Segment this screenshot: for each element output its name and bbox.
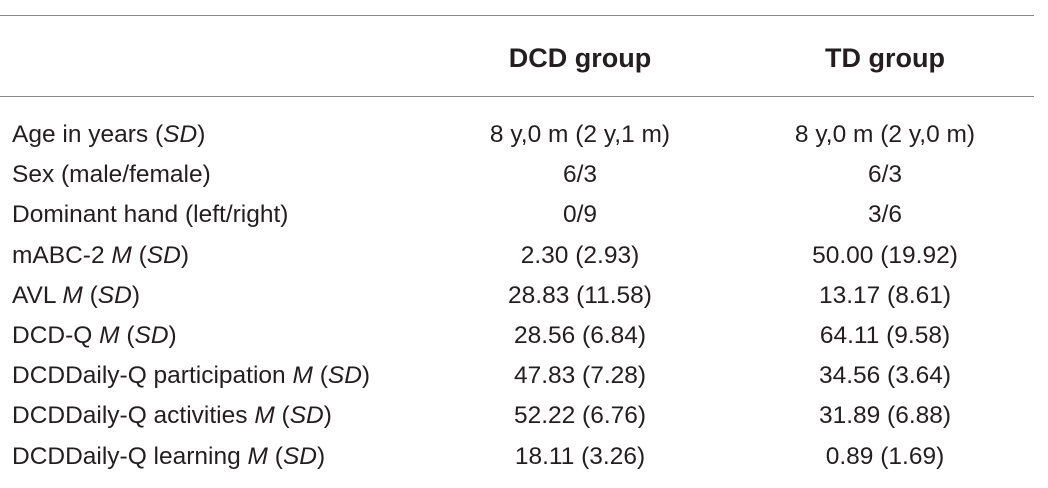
table-row: AVL M (SD) 28.83 (11.58) 13.17 (8.61) [0, 276, 1034, 316]
row-label: DCDDaily-Q participation M (SD) [12, 362, 371, 390]
row-label-sd-symbol: SD [146, 241, 181, 269]
row-label: mABC-2 M (SD) [12, 241, 189, 269]
row-label: Sex (male/female) [12, 155, 211, 195]
cell-dcd-value: 52.22 (6.76) [513, 402, 647, 430]
cell-td-value: 0.89 (1.69) [825, 442, 945, 470]
row-label: DCDDaily-Q activities M (SD) [12, 402, 332, 430]
cell-dcd-value: 28.83 (11.58) [508, 281, 652, 309]
cell-td-value: 13.17 (8.61) [818, 281, 952, 309]
row-label-mean-symbol: M [62, 281, 83, 309]
table-row: Sex (male/female) 6/3 6/3 [0, 155, 1034, 195]
row-label-text: DCDDaily-Q learning [12, 442, 241, 470]
row-label-sd-symbol: SD [163, 121, 198, 148]
cell-dcd-value: 47.83 (7.28) [513, 362, 647, 390]
row-label-mean-symbol: M [292, 362, 313, 390]
row-label-text: Sex (male/female) [12, 161, 211, 189]
row-label: Dominant hand (left/right) [12, 195, 288, 235]
cell-dcd-value: 6/3 [562, 161, 598, 189]
table-row: DCD-Q M (SD) 28.56 (6.84) 64.11 (9.58) [0, 316, 1034, 356]
table-row: mABC-2 M (SD) 2.30 (2.93) 50.00 (19.92) [0, 236, 1034, 276]
cell-td-value: 31.89 (6.88) [818, 402, 952, 430]
cell-dcd-value: 8 y,0 m (2 y,1 m) [489, 121, 671, 148]
row-label-mean-symbol: M [254, 402, 275, 430]
cell-td-value: 6/3 [867, 161, 903, 189]
table-header-rule [0, 96, 1034, 97]
table-row: Dominant hand (left/right) 0/9 3/6 [0, 195, 1034, 235]
cell-dcd-value: 18.11 (3.26) [514, 442, 646, 470]
table-top-rule [0, 15, 1034, 16]
row-label: DCD-Q M (SD) [12, 321, 177, 349]
cell-dcd-value: 0/9 [562, 201, 598, 229]
row-label-sd-symbol: SD [97, 281, 132, 309]
table-header-row: DCD group TD group [0, 36, 1034, 80]
row-label-text: DCDDaily-Q participation [12, 362, 286, 390]
row-label: DCDDaily-Q learning M (SD) [12, 442, 326, 470]
table-row: DCDDaily-Q participation M (SD) 47.83 (7.… [0, 356, 1034, 396]
row-label-text: DCDDaily-Q activities [12, 402, 248, 430]
table-row: DCDDaily-Q learning M (SD) 18.11 (3.26) 0.… [0, 437, 1034, 477]
row-label-sd-symbol: SD [282, 442, 317, 470]
cell-td-value: 3/6 [867, 201, 903, 229]
row-label-text: DCD-Q [12, 321, 93, 349]
table-body: Age in years (SD) 8 y,0 m (2 y,1 m) 8 y,0 … [0, 115, 1034, 477]
row-label-mean-symbol: M [111, 241, 132, 269]
row-label-mean-symbol: M [247, 442, 268, 470]
row-label-sd-symbol: SD [134, 321, 169, 349]
row-label-mean-symbol: M [99, 321, 120, 349]
table-row: Age in years (SD) 8 y,0 m (2 y,1 m) 8 y,0 … [0, 115, 1034, 155]
cell-td-value: 8 y,0 m (2 y,0 m) [794, 121, 976, 148]
cell-td-value: 34.56 (3.64) [818, 362, 952, 390]
row-label-text: AVL [12, 281, 56, 309]
cell-dcd-value: 28.56 (6.84) [513, 321, 647, 349]
row-label: AVL M (SD) [12, 281, 141, 309]
row-label-text: mABC-2 [12, 241, 105, 269]
cell-td-value: 64.11 (9.58) [819, 321, 951, 349]
cell-dcd-value: 2.30 (2.93) [520, 241, 640, 269]
row-label-text: Age in years [12, 121, 149, 148]
row-label-text: Dominant hand (left/right) [12, 201, 289, 229]
row-label: Age in years (SD) [12, 121, 206, 148]
row-label-sd-symbol: SD [289, 402, 324, 430]
table-row: DCDDaily-Q activities M (SD) 52.22 (6.76)… [0, 396, 1034, 436]
header-td-group: TD group [825, 43, 945, 73]
header-dcd-group: DCD group [508, 43, 652, 73]
row-label-sd-symbol: SD [327, 362, 362, 390]
cell-td-value: 50.00 (19.92) [812, 241, 958, 269]
